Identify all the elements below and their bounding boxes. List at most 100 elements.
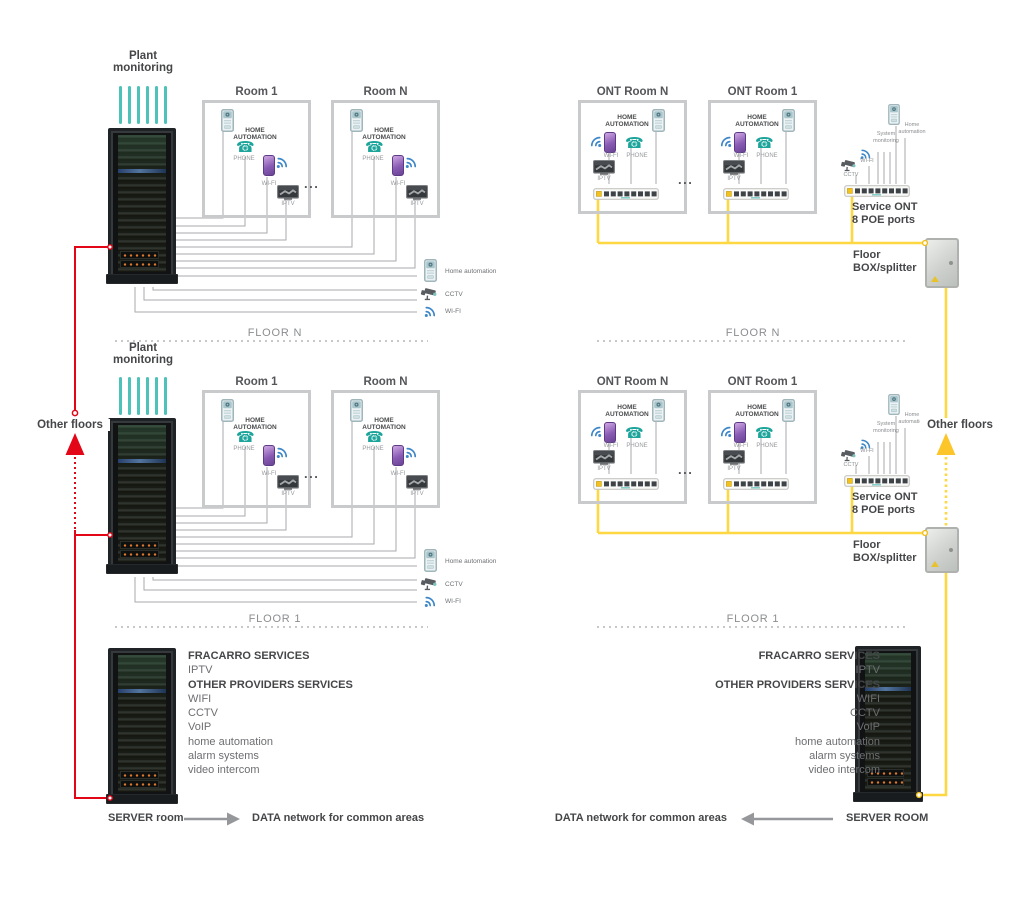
floor-box-splitter — [925, 238, 959, 288]
wifi-label: WI-FI — [390, 181, 406, 187]
wifi-waves-icon — [276, 156, 289, 174]
floor-dividers — [115, 340, 908, 628]
intercom-icon — [782, 399, 795, 427]
floor-divider-label: FLOOR N — [247, 327, 303, 339]
services-title: OTHER PROVIDERS SERVICES — [715, 678, 880, 691]
wifi-waves-icon — [424, 305, 437, 323]
services-list: FRACARRO SERVICES IPTV OTHER PROVIDERS S… — [580, 649, 880, 778]
wifi-phone-icon — [734, 422, 746, 443]
phone-label: PHONE — [233, 446, 255, 452]
red-riser — [65, 246, 110, 799]
ont-room-title: ONT Room 1 — [727, 376, 798, 388]
wifi-waves-icon — [589, 425, 602, 443]
phone-icon: ☎ — [625, 134, 644, 152]
service-item: CCTV — [188, 707, 218, 720]
rooms-ellipsis: ... — [304, 466, 320, 481]
service-item: home automation — [188, 735, 273, 748]
iptv-label: IPTV — [410, 491, 424, 497]
service-line-label: WI-FI — [445, 598, 461, 605]
cctv-icon — [420, 577, 440, 596]
floor-box-label2: BOX/splitter — [853, 552, 917, 564]
service-item: VoIP — [856, 721, 880, 734]
wifi-waves-icon — [276, 446, 289, 464]
wifi-waves-icon — [719, 425, 732, 443]
wifi-label: WI-FI — [733, 443, 749, 449]
service-line-label: Home automation — [445, 268, 497, 275]
phone-label: PHONE — [362, 156, 384, 162]
server-room-label: SERVER room — [108, 812, 184, 824]
yellow-fiber — [596, 196, 956, 797]
iptv-label: IPTV — [410, 201, 424, 207]
phone-icon: ☎ — [365, 138, 384, 156]
floor-box-splitter — [925, 527, 959, 573]
phone-icon: ☎ — [755, 424, 774, 442]
service-item: home automation — [795, 735, 880, 748]
room-box: Room N HOME AUTOMATION ☎ PHONE WI-FI IPT… — [331, 376, 440, 508]
other-floors-label: Other floors — [920, 419, 1000, 431]
service-ont-label: Service ONT — [852, 491, 918, 503]
service-item: alarm systems — [188, 750, 259, 763]
ont-room-box: ONT Room 1 HOME AUTOMATION ☎ WI-FI PHONE… — [708, 86, 817, 214]
other-floors-label: Other floors — [30, 419, 110, 431]
service-line-label: Home automation — [445, 558, 497, 565]
intercom-icon — [424, 259, 437, 287]
cctv-label: CCTV — [843, 462, 859, 468]
service-ont-label: Service ONT — [852, 201, 918, 213]
wifi-phone-icon — [263, 445, 275, 466]
phone-icon: ☎ — [625, 424, 644, 442]
service-item: VoIP — [188, 721, 212, 734]
home-automation-label: HOME AUTOMATION — [362, 127, 406, 142]
service-item: IPTV — [855, 664, 880, 677]
home-automation-label: Home automation — [898, 412, 926, 425]
service-line-label: WI-FI — [445, 308, 461, 315]
server-room-label: SERVER ROOM — [846, 812, 929, 824]
ont-modem-icon — [593, 477, 659, 495]
service-ont-ports-label: 8 POE ports — [852, 504, 915, 516]
wifi-label: WI-FI — [603, 443, 619, 449]
room-title: Room 1 — [235, 86, 278, 98]
floor-box-label: Floor — [853, 249, 881, 261]
wifi-waves-icon — [405, 156, 418, 174]
service-item: IPTV — [188, 664, 213, 677]
service-ont-ports-label: 8 POE ports — [852, 214, 915, 226]
cctv-icon — [420, 287, 440, 306]
phone-icon: ☎ — [236, 428, 255, 446]
floor-rack — [106, 418, 178, 574]
data-network-label: DATA network for common areas — [252, 812, 425, 824]
system-monitoring-label: System monitoring — [873, 421, 899, 434]
wifi-phone-icon — [604, 422, 616, 443]
intercom-icon — [782, 109, 795, 137]
plant-monitoring-label: Plant monitoring — [112, 342, 174, 366]
services-title: FRACARRO SERVICES — [758, 650, 880, 662]
wifi-phone-icon — [263, 155, 275, 176]
wifi-phone-icon — [604, 132, 616, 153]
phone-icon: ☎ — [755, 134, 774, 152]
wifi-phone-icon — [392, 445, 404, 466]
intercom-icon — [424, 549, 437, 577]
wifi-phone-icon — [392, 155, 404, 176]
service-item: WIFI — [856, 692, 880, 705]
ont-modem-icon — [593, 187, 659, 205]
room-box: Room 1 HOME AUTOMATION ☎ PHONE WI-FI IPT… — [202, 86, 311, 218]
ont-room-box: ONT Room 1 HOME AUTOMATION ☎ WI-FI PHONE… — [708, 376, 817, 504]
services-title: FRACARRO SERVICES — [188, 650, 310, 662]
rooms-ellipsis: ... — [678, 172, 694, 187]
home-automation-label: HOME AUTOMATION — [605, 114, 649, 129]
plant-monitoring-lines — [119, 86, 167, 124]
system-monitoring-label: System monitoring — [873, 131, 899, 144]
floor-rack — [106, 128, 178, 284]
room-title: Room N — [363, 376, 408, 388]
floor-divider-label: FLOOR 1 — [248, 613, 302, 625]
service-item: alarm systems — [809, 750, 880, 763]
home-automation-label: HOME AUTOMATION — [735, 114, 779, 129]
wifi-phone-icon — [734, 132, 746, 153]
gray-cabling — [134, 126, 906, 603]
service-item: video intercom — [188, 764, 260, 777]
phone-label: PHONE — [233, 156, 255, 162]
services-list: FRACARRO SERVICES IPTV OTHER PROVIDERS S… — [188, 649, 408, 778]
ont-room-title: ONT Room 1 — [727, 86, 798, 98]
phone-label: PHONE — [626, 153, 648, 159]
wifi-label: WI-FI — [261, 181, 277, 187]
floor-divider-label: FLOOR 1 — [726, 613, 780, 625]
ont-room-box: ONT Room N HOME AUTOMATION ☎ WI-FI PHONE… — [578, 86, 687, 214]
